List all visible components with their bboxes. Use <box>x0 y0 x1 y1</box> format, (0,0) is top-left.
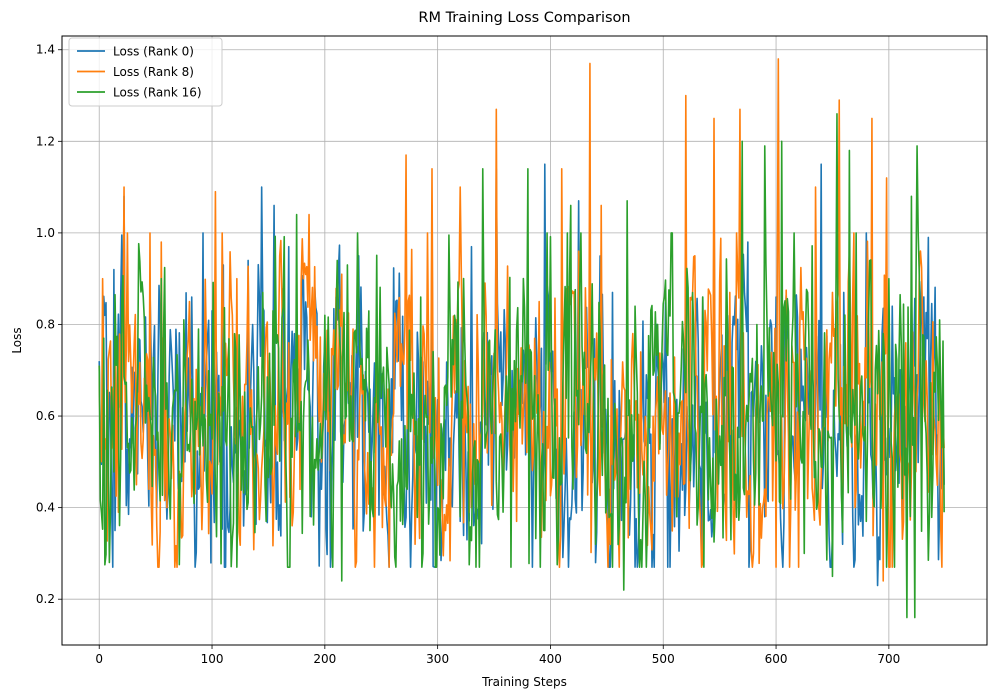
y-tick-label: 1.4 <box>36 43 55 57</box>
legend-entry-label: Loss (Rank 0) <box>113 45 194 59</box>
x-axis-label: Training Steps <box>481 675 567 689</box>
x-tick-label: 0 <box>95 652 103 666</box>
y-tick-label: 0.8 <box>36 317 55 331</box>
legend: Loss (Rank 0) Loss (Rank 8) Loss (Rank 16) <box>68 37 223 107</box>
y-axis-label: Loss <box>10 327 24 353</box>
y-tick-label: 1.2 <box>36 134 55 148</box>
legend-entry-label: Loss (Rank 16) <box>113 86 202 100</box>
x-tick-label: 600 <box>765 652 788 666</box>
y-tick-label: 0.6 <box>36 409 55 423</box>
y-tick-label: 1.0 <box>36 226 55 240</box>
x-tick-label: 500 <box>652 652 675 666</box>
chart-title: RM Training Loss Comparison <box>418 10 630 26</box>
y-tick-label: 0.4 <box>36 501 55 515</box>
series-line-2 <box>98 58 945 582</box>
x-tick-label: 400 <box>539 652 562 666</box>
x-tick-label: 200 <box>313 652 336 666</box>
x-tick-label: 700 <box>877 652 900 666</box>
legend-box <box>68 37 223 107</box>
series-line-3 <box>98 113 945 619</box>
x-tick-label: 100 <box>201 652 224 666</box>
plot-area-frame <box>61 35 988 646</box>
legend-entry-label: Loss (Rank 8) <box>113 65 194 79</box>
x-tick-label: 300 <box>426 652 449 666</box>
y-tick-label: 0.2 <box>36 592 55 606</box>
